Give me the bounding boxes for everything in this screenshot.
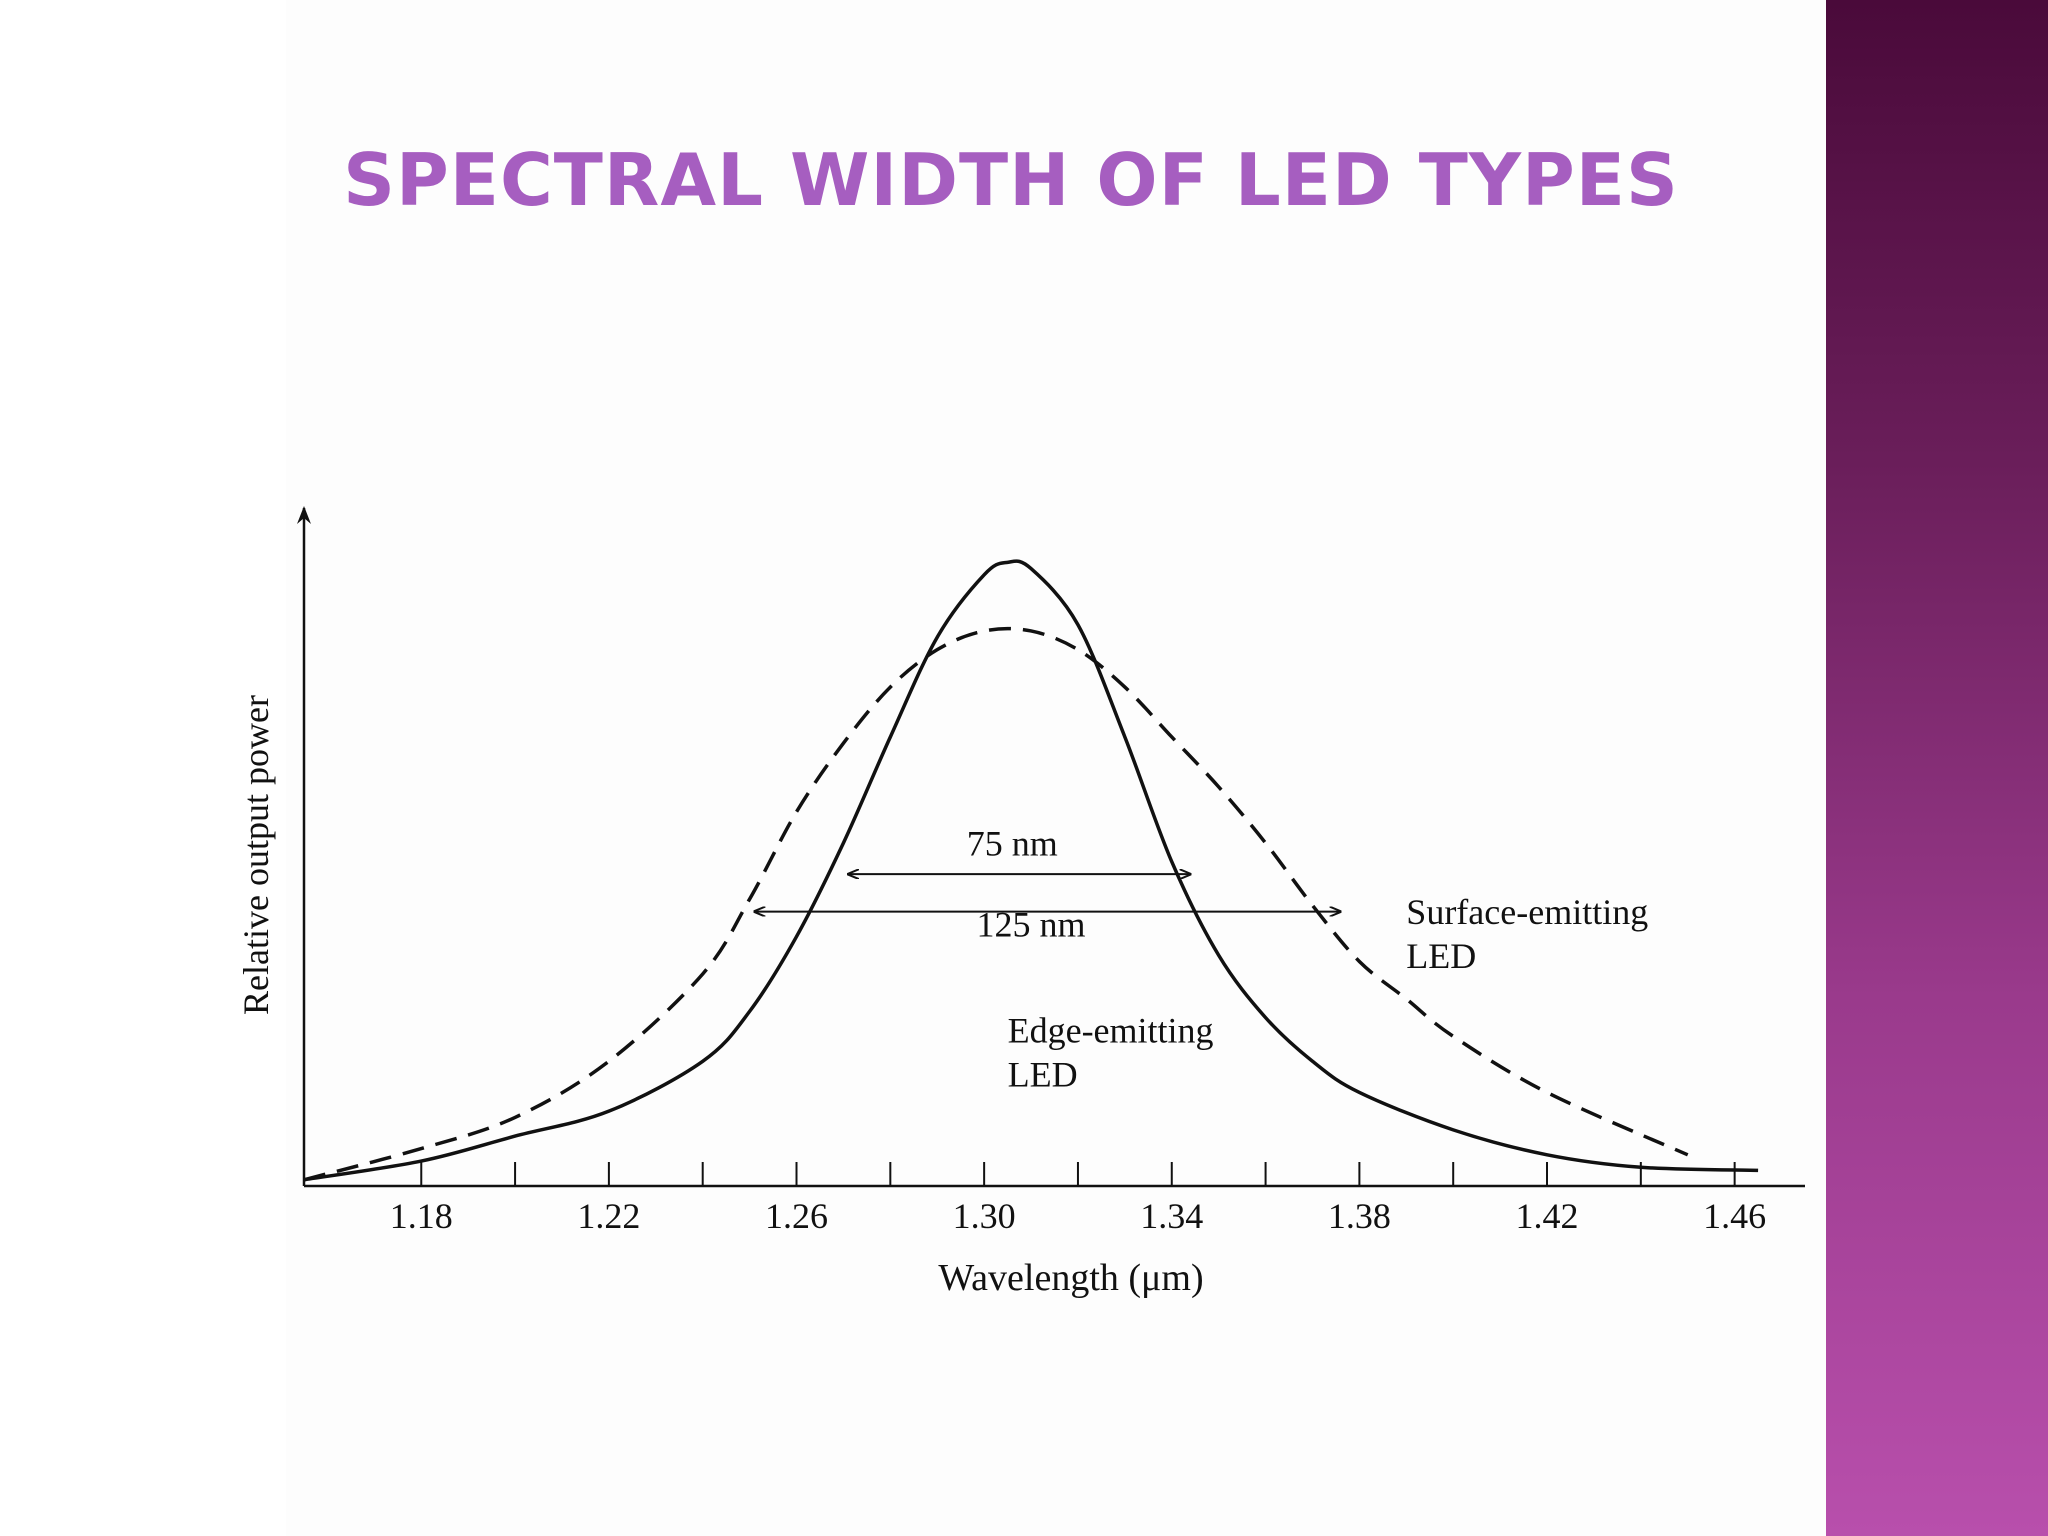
width-125nm-label: 125 nm (977, 905, 1086, 945)
series-label-line: LED (1008, 1055, 1078, 1095)
x-tick-label: 1.26 (765, 1196, 828, 1236)
width-75nm-label: 75 nm (967, 823, 1058, 863)
edge-emitting-led-label: Edge-emitting LED (1008, 1011, 1214, 1095)
series-lines (303, 559, 1759, 1182)
x-tick-label: 1.46 (1703, 1196, 1766, 1236)
x-tick-label: 1.30 (953, 1196, 1016, 1236)
slide-title: SPECTRAL WIDTH OF LED TYPES (343, 138, 1679, 222)
y-axis-title: Relative output power (236, 695, 276, 1015)
decorative-side-band (1826, 0, 2048, 1536)
surface-emitting-led-curve (303, 626, 1689, 1182)
surface-emitting-led-label: Surface-emitting LED (1406, 892, 1648, 976)
x-tick-label: 1.22 (577, 1196, 640, 1236)
series-label-line: LED (1406, 936, 1476, 976)
x-tick-label: 1.18 (390, 1196, 453, 1236)
figure-panel (286, 0, 1826, 1536)
series-label-line: Edge-emitting (1008, 1011, 1214, 1051)
x-tick-label: 1.38 (1328, 1196, 1391, 1236)
bandwidth-annotations: 75 nm 125 nm (754, 823, 1340, 945)
axes (297, 506, 1805, 1188)
x-tick-label: 1.34 (1140, 1196, 1203, 1236)
series-label-line: Surface-emitting (1406, 892, 1648, 932)
x-tick-label: 1.42 (1516, 1196, 1579, 1236)
x-axis-ticks: 1.18 1.22 1.26 1.30 1.34 1.38 1.42 1.46 (390, 1162, 1766, 1236)
edge-emitting-led-curve (303, 559, 1759, 1182)
x-axis-title: Wavelength (μm) (938, 1257, 1203, 1299)
